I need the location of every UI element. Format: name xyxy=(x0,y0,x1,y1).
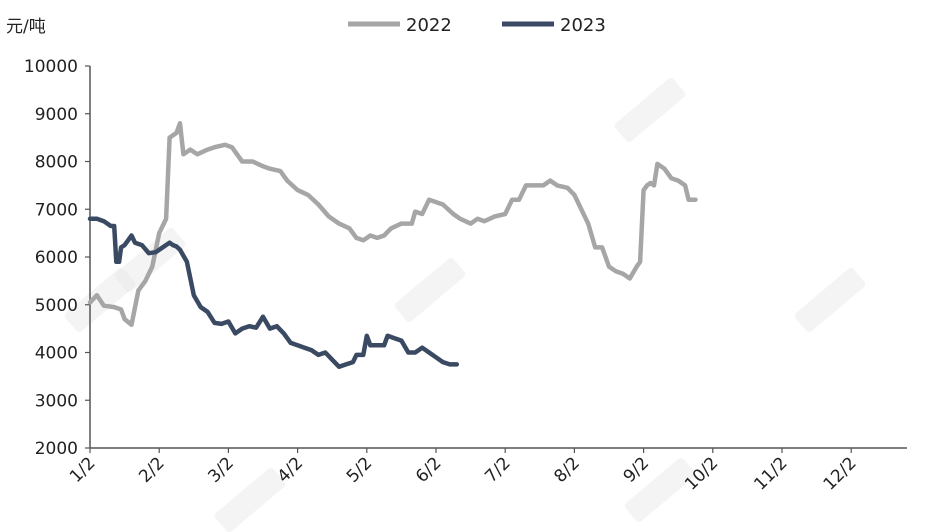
legend-label-2023: 2023 xyxy=(560,15,606,36)
y-tick-label: 2000 xyxy=(35,439,78,459)
series-layer xyxy=(87,121,698,370)
series-line-2022 xyxy=(87,121,698,328)
y-tick-label: 6000 xyxy=(35,248,78,268)
x-tick-label: 11/2 xyxy=(750,453,791,494)
x-tick-label: 6/2 xyxy=(412,453,445,486)
y-tick-label: 4000 xyxy=(35,344,78,364)
watermark-mark xyxy=(214,468,286,532)
y-unit-label: 元/吨 xyxy=(6,17,46,37)
x-tick-label: 7/2 xyxy=(481,453,514,486)
x-tick-label: 8/2 xyxy=(550,453,583,486)
watermark-mark xyxy=(614,78,686,142)
x-tick-label: 5/2 xyxy=(343,453,376,486)
x-tick-label: 10/2 xyxy=(681,453,722,494)
legend-label-2022: 2022 xyxy=(406,15,452,36)
y-tick-label: 7000 xyxy=(35,200,78,220)
x-tick-label: 2/2 xyxy=(135,453,168,486)
axes: 10000900080007000600050004000300020001/2… xyxy=(24,57,907,495)
watermark-mark xyxy=(394,258,466,322)
watermark-mark xyxy=(624,458,696,522)
series-line-2023 xyxy=(87,216,460,370)
watermark-mark xyxy=(794,268,866,332)
x-tick-label: 9/2 xyxy=(620,453,653,486)
x-tick-label: 3/2 xyxy=(204,453,237,486)
y-tick-label: 10000 xyxy=(24,57,78,77)
y-tick-label: 9000 xyxy=(35,105,78,125)
y-tick-label: 8000 xyxy=(35,153,78,173)
y-tick-label: 5000 xyxy=(35,296,78,316)
x-tick-label: 12/2 xyxy=(820,453,861,494)
legend: 2022 2023 xyxy=(348,15,606,36)
y-tick-label: 3000 xyxy=(35,391,78,411)
